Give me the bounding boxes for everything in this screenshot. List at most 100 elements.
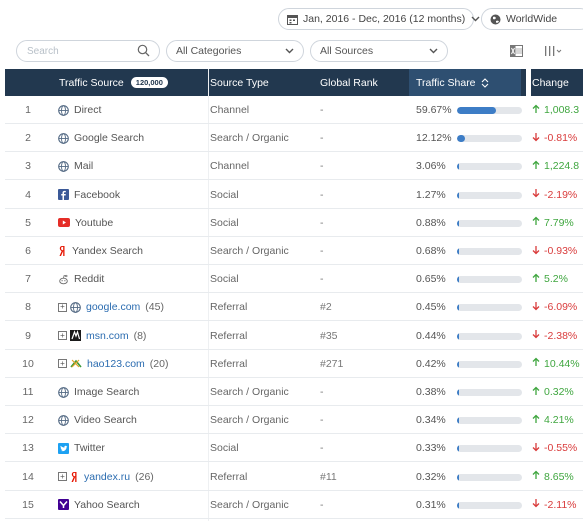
change-value: 1,224.8 [532,152,579,180]
table-row[interactable]: 5 Youtube Social - 0.88% 7.79% [5,209,583,237]
global-rank: - [320,386,324,398]
row-number: 13 [22,442,34,455]
date-range-picker[interactable]: Jan, 2016 - Dec, 2016 (12 months) [278,8,480,30]
traffic-share-bar-fill [457,473,459,481]
source-name: Direct [74,104,102,116]
arrow-up-icon [532,216,540,229]
change-value: -0.93% [532,237,577,265]
reddit-icon [58,274,69,285]
globe-icon [490,14,501,25]
source-name: Image Search [74,386,140,398]
msn-icon [70,330,81,342]
source-name: Yandex Search [72,245,144,257]
column-header-source[interactable]: Traffic Source 120,000 [59,69,168,96]
subdomain-count: (8) [133,329,147,342]
search-icon[interactable] [137,44,150,60]
traffic-share-bar-fill [457,276,459,284]
traffic-share-bar [457,445,522,453]
table-row[interactable]: 4 Facebook Social - 1.27% -2.19% [5,181,583,209]
traffic-share-bar-fill [457,501,459,509]
arrow-up-icon [532,357,540,370]
expand-icon[interactable]: + [58,331,67,341]
traffic-share-bar [457,107,522,114]
traffic-share-value: 0.34% [416,414,446,427]
traffic-share-value: 3.06% [416,160,446,173]
change-value: 4.21% [532,406,574,434]
facebook-icon [58,189,69,201]
excel-export-icon[interactable] [510,45,523,60]
country-selector[interactable]: WorldWide [481,8,583,30]
traffic-share-value: 0.38% [416,386,446,398]
source-type: Search / Organic [210,132,289,145]
traffic-source-cell: + hao123.com (20) [58,350,168,378]
table-row[interactable]: 13 Twitter Social - 0.33% -0.55% [5,434,583,463]
table-row[interactable]: 2 Google Search Search / Organic - 12.12% -0.… [5,124,583,153]
table-row[interactable]: 3 Mail Channel - 3.06% 1,224.8 [5,152,583,181]
arrow-up-icon [532,104,540,117]
traffic-source-cell: Twitter [58,434,105,462]
columns-icon[interactable] [544,45,562,60]
source-link[interactable]: msn.com [86,329,129,342]
table-row[interactable]: 1 Direct Channel - 59.67% 1,008.3 [5,96,583,124]
traffic-share-bar [457,332,522,340]
table-row[interactable]: 11 Image Search Search / Organic - 0.38% 0.32… [5,378,583,406]
table-row[interactable]: 7 Reddit Social - 0.65% 5.2% [5,265,583,294]
table-row[interactable]: 9 + msn.com (8) Referral #35 0.44% -2.38% [5,322,583,350]
row-number: 5 [25,216,31,229]
table-row[interactable]: 14 + yandex.ru (26) Referral #11 0.32% 8.65% [5,463,583,491]
category-dropdown[interactable]: All Categories [166,40,304,62]
table-row[interactable]: 12 Video Search Search / Organic - 0.34% 4.21… [5,406,583,435]
chevron-down-icon [429,45,438,57]
traffic-share-bar-fill [457,445,459,453]
change-value: -2.11% [532,491,577,519]
traffic-share-value: 0.44% [416,329,446,342]
source-link[interactable]: google.com [86,301,141,314]
arrow-up-icon [532,273,540,286]
source-dropdown[interactable]: All Sources [310,40,448,62]
column-header-share[interactable]: Traffic Share [416,69,489,96]
column-header-change[interactable]: Change [532,76,569,89]
traffic-share-bar [457,417,522,425]
change-value: 1,008.3 [532,96,579,124]
row-number: 4 [25,188,31,201]
table-row[interactable]: 6 Yandex Search Search / Organic - 0.68% -0.9… [5,237,583,265]
global-rank: - [320,160,324,173]
change-value: -0.55% [532,434,577,462]
expand-icon[interactable]: + [58,472,67,482]
search-input[interactable] [16,40,160,62]
source-type: Referral [210,301,248,314]
traffic-share-value: 0.88% [416,216,446,229]
globe-icon [58,414,69,426]
column-header-type[interactable]: Source Type [210,76,269,89]
change-value: 8.65% [532,463,574,491]
change-value: 10.44% [532,350,580,378]
source-link[interactable]: hao123.com [87,357,145,370]
traffic-share-value: 12.12% [416,132,452,145]
expand-icon[interactable]: + [58,302,67,312]
source-label: All Sources [320,45,374,57]
global-rank: #11 [320,470,337,483]
traffic-source-cell: Yahoo Search [58,491,140,519]
source-type: Referral [210,329,248,342]
traffic-share-bar-fill [457,248,459,255]
yandex-icon [70,471,79,483]
table-row[interactable]: 8 + google.com (45) Referral #2 0.45% -6.09% [5,293,583,322]
source-type: Social [210,216,239,229]
column-header-rank[interactable]: Global Rank [320,76,378,89]
source-name: Mail [74,160,94,173]
expand-icon[interactable]: + [58,359,67,369]
traffic-share-value: 0.65% [416,273,446,286]
change-value: -0.81% [532,124,577,152]
traffic-source-cell: + msn.com (8) [58,322,146,350]
change-value: 7.79% [532,209,574,237]
row-number: 3 [25,160,31,173]
row-number: 12 [22,414,34,427]
table-row[interactable]: 15 Yahoo Search Search / Organic - 0.31% -2.1… [5,491,583,519]
source-link[interactable]: yandex.ru [84,470,131,483]
source-type: Channel [210,160,250,173]
traffic-source-cell: Yandex Search [58,237,143,265]
global-rank: #35 [320,329,338,342]
hao123-icon [70,358,82,369]
table-row[interactable]: 10 + hao123.com (20) Referral #271 0.42% 10.44% [5,350,583,378]
source-name: Yahoo Search [74,498,140,511]
